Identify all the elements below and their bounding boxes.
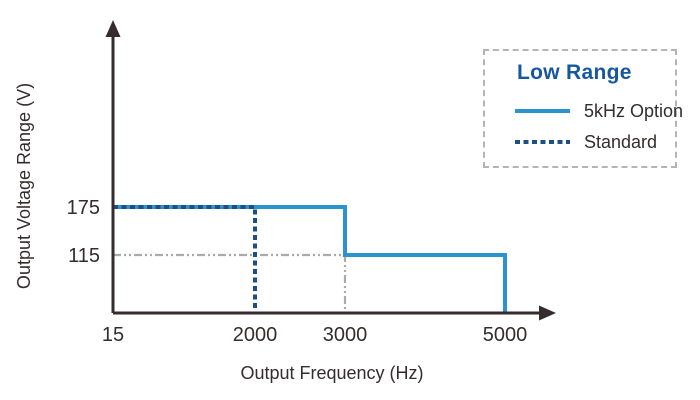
y-tick-labels: 175 115 — [67, 197, 100, 267]
data-series — [113, 205, 507, 313]
legend-label: 5kHz Option — [584, 100, 684, 121]
x-axis-title: Output Frequency (Hz) — [240, 363, 423, 383]
legend-box: Low Range 5kHz Option Standard — [483, 49, 683, 168]
x-tick-labels: 15 2000 3000 5000 — [102, 324, 527, 346]
guide-line — [113, 253, 347, 313]
x-tick-label: 15 — [102, 324, 124, 346]
dashed-line-swatch-icon — [515, 140, 570, 144]
legend-item-standard: Standard — [515, 130, 657, 154]
series-line-5khz-option — [113, 205, 507, 313]
legend-title: Low Range — [517, 61, 632, 84]
legend-item-5khz-option: 5kHz Option — [515, 99, 683, 123]
series-line-standard — [113, 205, 257, 313]
x-tick-label: 3000 — [323, 324, 368, 346]
guide-lines — [113, 253, 347, 313]
y-tick-label: 115 — [68, 245, 100, 267]
y-axis-title: Output Voltage Range (V) — [14, 83, 34, 289]
x-tick-label: 2000 — [233, 324, 278, 346]
legend-label: Standard — [584, 131, 658, 152]
solid-line-swatch-icon — [515, 109, 570, 113]
x-tick-label: 5000 — [483, 324, 528, 346]
x-axis-arrow-icon — [539, 305, 556, 321]
axes — [111, 36, 540, 315]
y-axis-arrow-icon — [105, 20, 121, 37]
y-tick-label: 175 — [67, 197, 100, 219]
